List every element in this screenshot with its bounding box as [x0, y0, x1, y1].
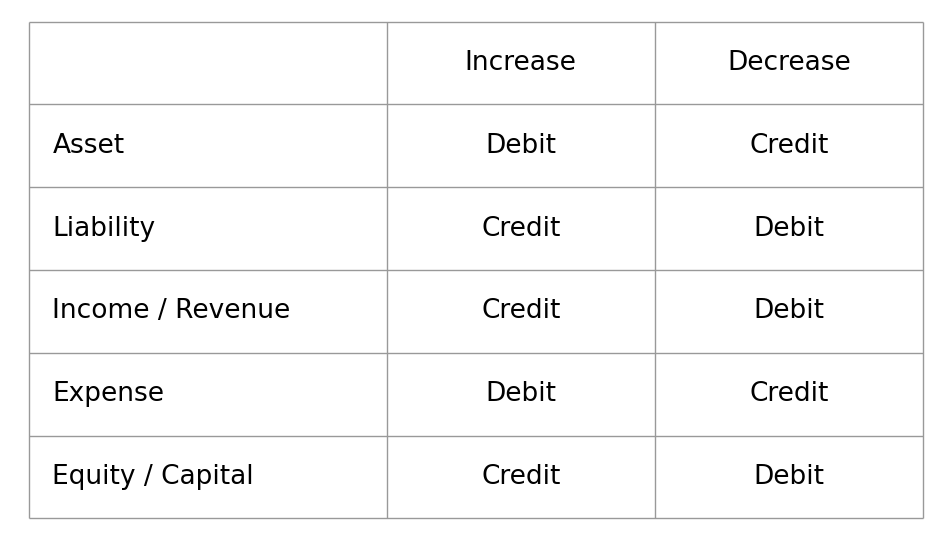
Text: Credit: Credit [749, 133, 829, 159]
Text: Debit: Debit [754, 464, 824, 490]
Text: Debit: Debit [486, 381, 556, 407]
Text: Increase: Increase [465, 50, 577, 76]
Text: Debit: Debit [486, 133, 556, 159]
Text: Expense: Expense [52, 381, 165, 407]
Text: Income / Revenue: Income / Revenue [52, 299, 290, 325]
Text: Debit: Debit [754, 215, 824, 241]
Text: Credit: Credit [481, 464, 561, 490]
Text: Debit: Debit [754, 299, 824, 325]
Text: Credit: Credit [749, 381, 829, 407]
Text: Asset: Asset [52, 133, 125, 159]
Text: Credit: Credit [481, 215, 561, 241]
Text: Credit: Credit [481, 299, 561, 325]
Text: Equity / Capital: Equity / Capital [52, 464, 254, 490]
Text: Decrease: Decrease [727, 50, 851, 76]
Text: Liability: Liability [52, 215, 155, 241]
